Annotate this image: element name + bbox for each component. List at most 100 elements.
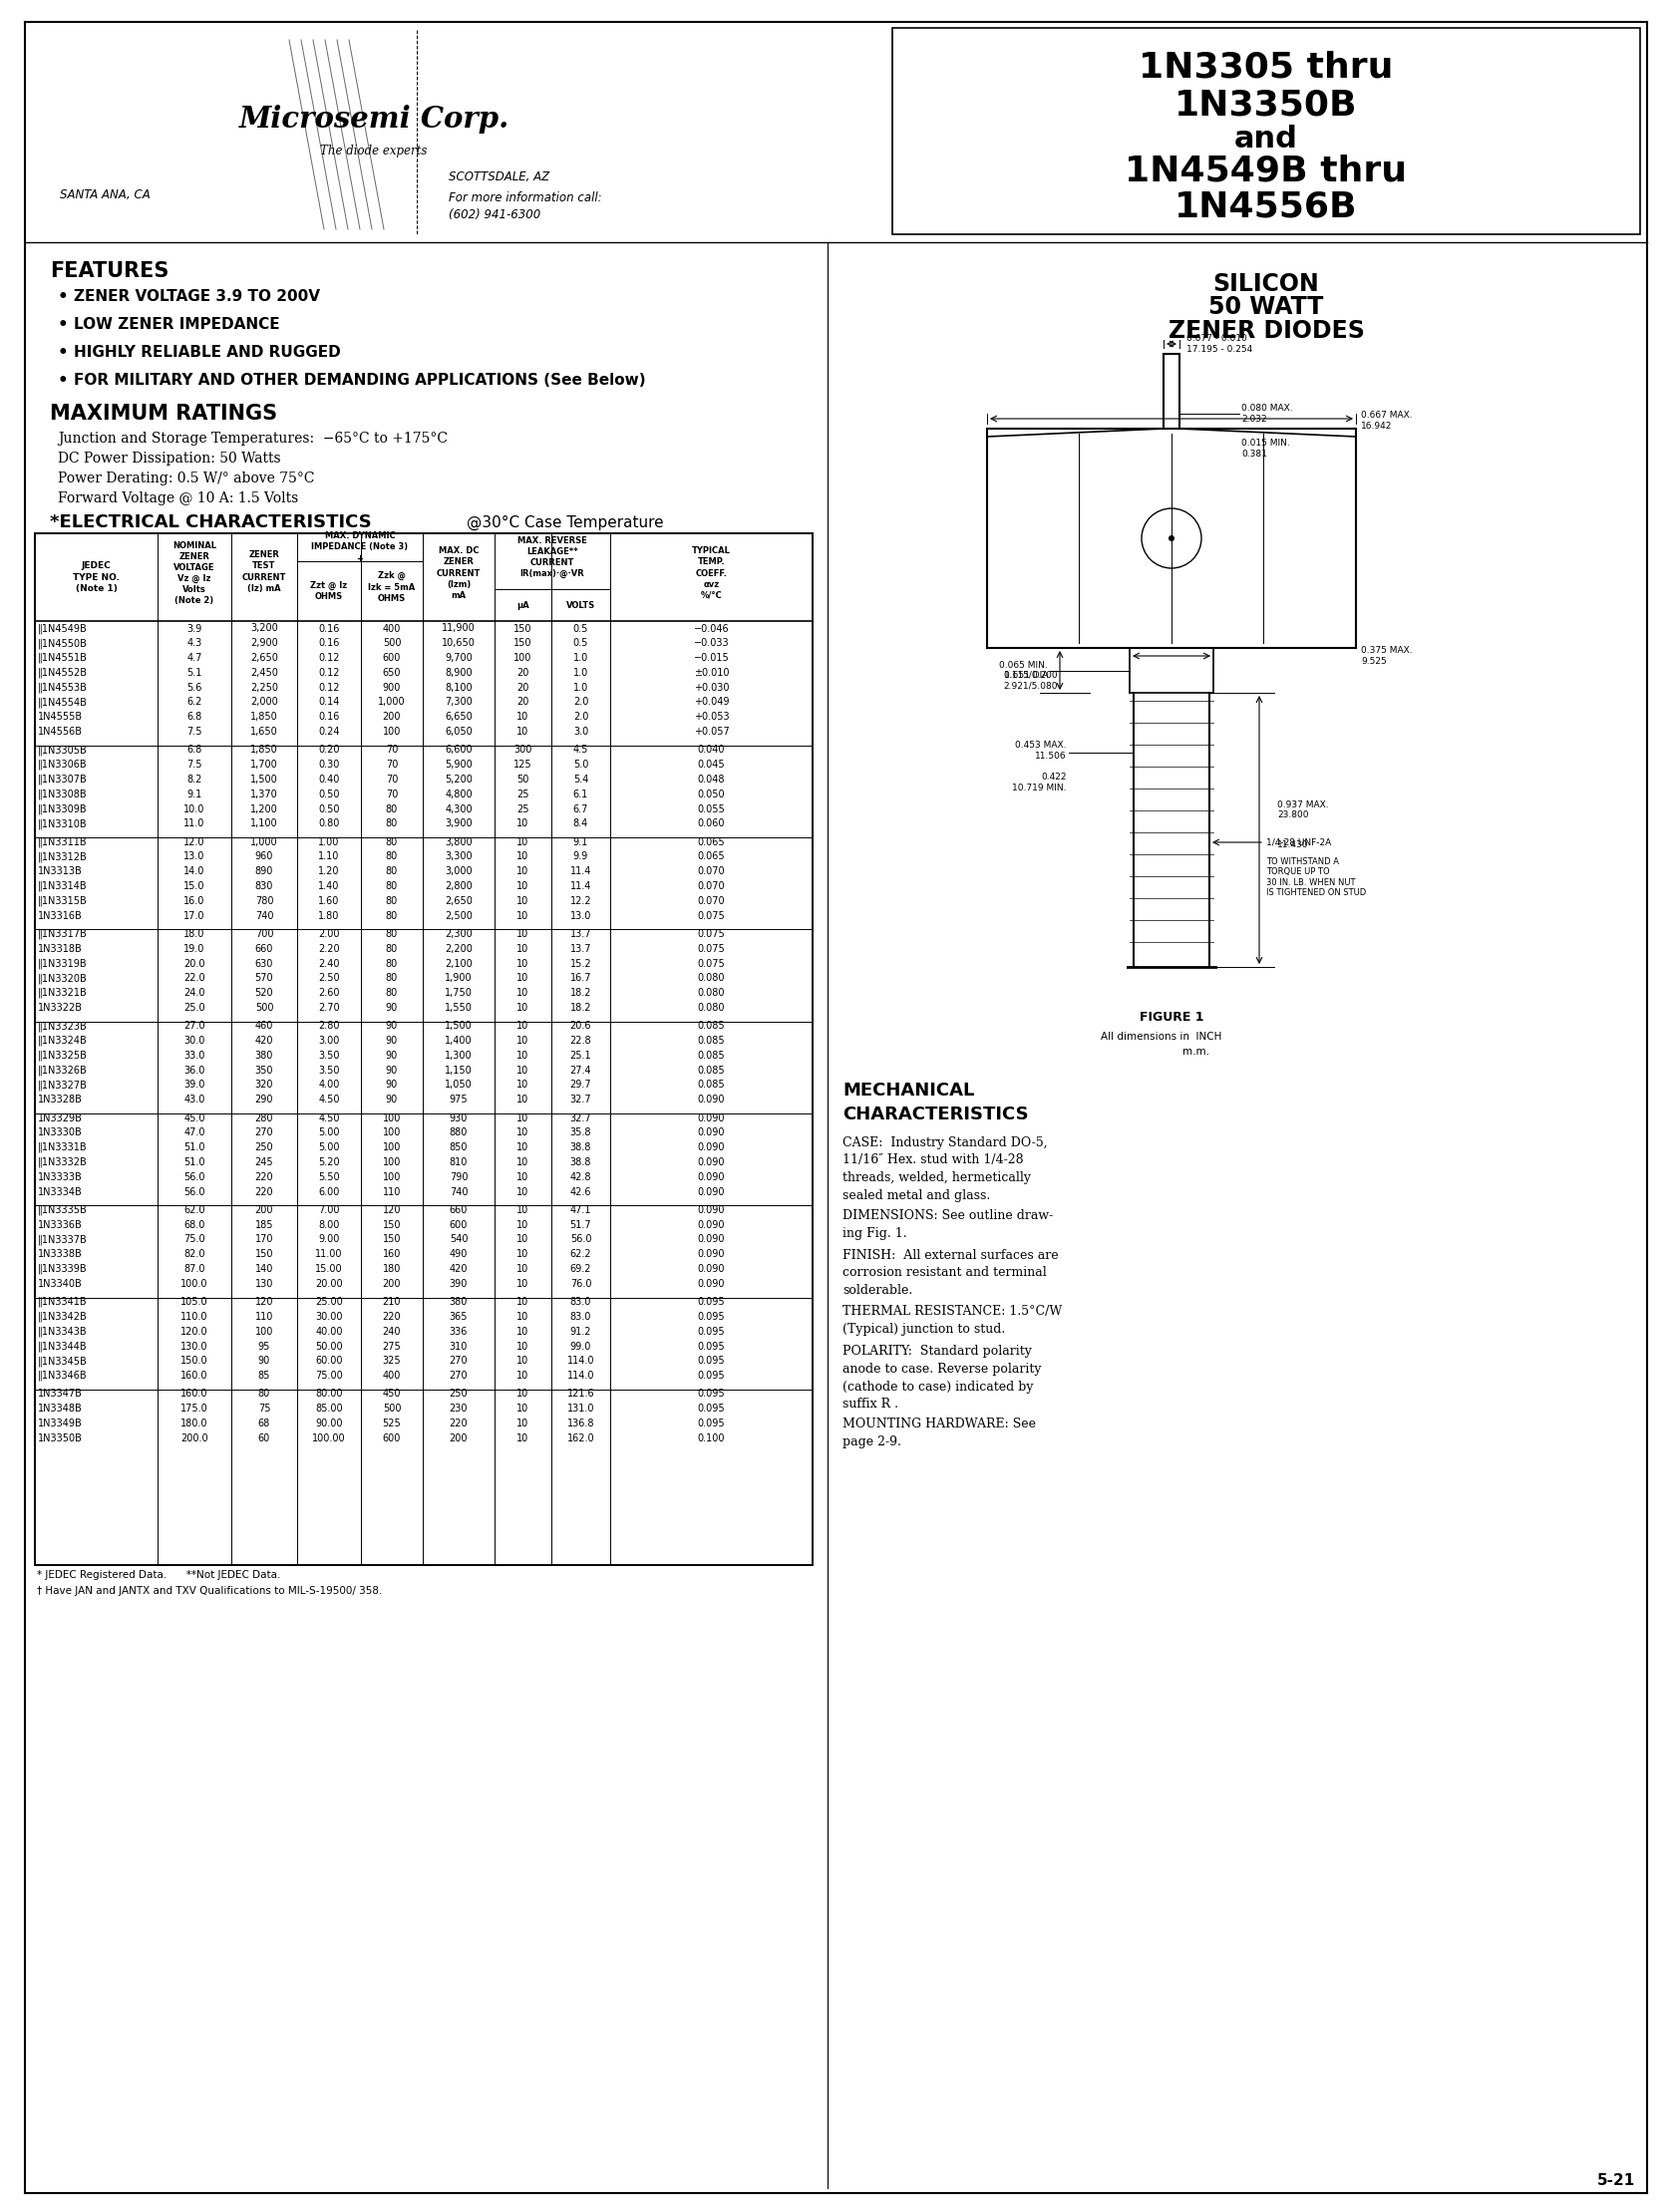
Text: 12.2: 12.2: [570, 896, 592, 907]
Text: 87.0: 87.0: [184, 1263, 206, 1274]
Text: 80: 80: [386, 911, 398, 920]
Text: 250: 250: [450, 1389, 468, 1398]
Text: 6.8: 6.8: [187, 745, 202, 754]
Text: 525: 525: [383, 1418, 401, 1429]
Text: 660: 660: [450, 1206, 468, 1214]
Text: 740: 740: [256, 911, 274, 920]
Text: 7,300: 7,300: [445, 697, 473, 708]
Text: 83.0: 83.0: [570, 1296, 592, 1307]
Text: 25: 25: [517, 790, 528, 799]
Text: 25: 25: [517, 803, 528, 814]
Text: 500: 500: [383, 1405, 401, 1413]
Text: 5.20: 5.20: [318, 1157, 339, 1168]
Text: 10: 10: [517, 1389, 528, 1398]
Text: 2,900: 2,900: [251, 639, 278, 648]
Text: 6,600: 6,600: [445, 745, 473, 754]
Text: 3,900: 3,900: [445, 818, 473, 830]
Text: POLARITY:  Standard polarity
anode to case. Reverse polarity
(cathode to case) i: POLARITY: Standard polarity anode to cas…: [843, 1345, 1042, 1411]
Text: 0.080: 0.080: [697, 1002, 726, 1013]
Text: Microsemi Corp.: Microsemi Corp.: [239, 106, 508, 135]
Text: ‖1N3312B: ‖1N3312B: [38, 852, 87, 863]
Text: 62.0: 62.0: [184, 1206, 206, 1214]
Text: * JEDEC Registered Data.      **Not JEDEC Data.: * JEDEC Registered Data. **Not JEDEC Dat…: [37, 1571, 281, 1579]
Text: 1N3348B: 1N3348B: [38, 1405, 82, 1413]
Text: ‖1N3327B: ‖1N3327B: [38, 1079, 87, 1091]
Text: 1.60: 1.60: [318, 896, 339, 907]
Text: 3,200: 3,200: [251, 624, 278, 633]
Text: MAX. REVERSE
LEAKAGE**
CURRENT
IR(max)·@·VR: MAX. REVERSE LEAKAGE** CURRENT IR(max)·@…: [518, 535, 587, 577]
Text: 6.2: 6.2: [187, 697, 202, 708]
Text: VOLTS: VOLTS: [567, 602, 595, 611]
Text: 230: 230: [450, 1405, 468, 1413]
Text: 8.00: 8.00: [318, 1219, 339, 1230]
Text: 0.453 MAX.
11.506: 0.453 MAX. 11.506: [1015, 741, 1067, 761]
Text: m.m.: m.m.: [1184, 1046, 1211, 1057]
Text: 1,100: 1,100: [251, 818, 278, 830]
Text: 1N4549B thru: 1N4549B thru: [1125, 155, 1408, 188]
Text: 10: 10: [517, 1157, 528, 1168]
Text: 70: 70: [386, 790, 398, 799]
Text: 5.50: 5.50: [318, 1172, 339, 1181]
Text: 10: 10: [517, 1172, 528, 1181]
Text: ‖1N3345B: ‖1N3345B: [38, 1356, 87, 1367]
Text: 10: 10: [517, 1340, 528, 1352]
Text: 47.1: 47.1: [570, 1206, 592, 1214]
Text: ‖1N3311B: ‖1N3311B: [38, 836, 87, 847]
Text: 150: 150: [383, 1234, 401, 1245]
Text: 0.085: 0.085: [697, 1079, 726, 1091]
Text: 8,100: 8,100: [445, 684, 473, 692]
Text: 10: 10: [517, 852, 528, 863]
Text: 180: 180: [383, 1263, 401, 1274]
Text: 7.5: 7.5: [187, 759, 202, 770]
Text: 2,000: 2,000: [251, 697, 278, 708]
Text: 7.00: 7.00: [318, 1206, 339, 1214]
Circle shape: [1169, 535, 1174, 542]
Text: 0.937 MAX.
23.800: 0.937 MAX. 23.800: [1277, 801, 1329, 821]
Text: 90: 90: [386, 1002, 398, 1013]
Text: 80.00: 80.00: [316, 1389, 343, 1398]
Text: DIMENSIONS: See outline draw-
ing Fig. 1.: DIMENSIONS: See outline draw- ing Fig. 1…: [843, 1210, 1053, 1239]
Text: 24.0: 24.0: [184, 989, 206, 998]
Text: 220: 220: [383, 1312, 401, 1323]
Text: +0.057: +0.057: [694, 728, 729, 737]
Text: 80: 80: [386, 989, 398, 998]
Text: 20.00: 20.00: [316, 1279, 343, 1290]
Text: 150: 150: [256, 1250, 274, 1259]
Text: 5,200: 5,200: [445, 774, 473, 785]
Text: 10: 10: [517, 929, 528, 940]
Text: 10: 10: [517, 880, 528, 891]
Text: 10: 10: [517, 896, 528, 907]
Text: 900: 900: [383, 684, 401, 692]
Text: ‖1N3339B: ‖1N3339B: [38, 1263, 87, 1274]
Text: 125: 125: [513, 759, 532, 770]
Text: 1.10: 1.10: [318, 852, 339, 863]
Text: 10: 10: [517, 712, 528, 721]
Text: 0.015 MIN.
0.381: 0.015 MIN. 0.381: [1241, 438, 1289, 458]
Text: 11.4: 11.4: [570, 880, 592, 891]
Text: 0.090: 0.090: [697, 1172, 726, 1181]
Text: 380: 380: [450, 1296, 468, 1307]
Text: 1N3329B: 1N3329B: [38, 1113, 82, 1124]
Text: 0.065: 0.065: [697, 836, 726, 847]
Text: 365: 365: [450, 1312, 468, 1323]
Text: 160: 160: [383, 1250, 401, 1259]
Text: ZENER DIODES: ZENER DIODES: [1169, 319, 1364, 343]
Text: 56.0: 56.0: [184, 1172, 206, 1181]
Text: 16.7: 16.7: [570, 973, 592, 984]
Text: 0.095: 0.095: [697, 1405, 726, 1413]
Text: ‖1N3306B: ‖1N3306B: [38, 759, 87, 770]
Text: 175.0: 175.0: [181, 1405, 209, 1413]
Text: 1N3322B: 1N3322B: [38, 1002, 82, 1013]
Bar: [35, 533, 813, 1566]
Text: 740: 740: [450, 1188, 468, 1197]
Text: 10: 10: [517, 1095, 528, 1104]
Text: 0.095: 0.095: [697, 1340, 726, 1352]
Text: 17.0: 17.0: [184, 911, 206, 920]
Text: 22.8: 22.8: [570, 1035, 592, 1046]
Text: 19.0: 19.0: [184, 945, 206, 953]
Text: 0.045: 0.045: [697, 759, 726, 770]
Text: 90: 90: [386, 1022, 398, 1031]
Text: ‖1N3324B: ‖1N3324B: [38, 1035, 87, 1046]
Text: DC Power Dissipation: 50 Watts: DC Power Dissipation: 50 Watts: [59, 451, 281, 465]
Text: 80: 80: [386, 867, 398, 876]
